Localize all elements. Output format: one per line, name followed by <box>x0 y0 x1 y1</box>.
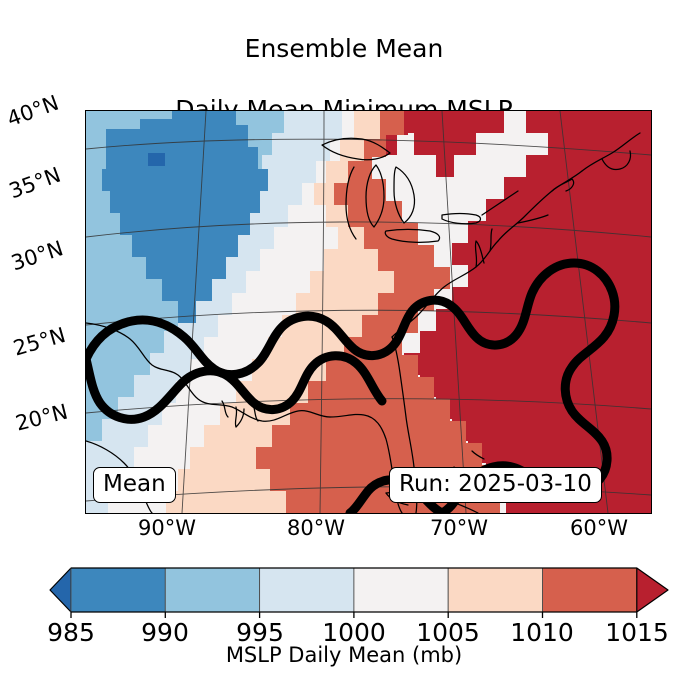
colorbar-band-1010-1015 <box>542 567 638 613</box>
lat-label-20n: 20°N <box>13 399 71 436</box>
colorbar-tick-1015: 1015 <box>605 618 669 647</box>
colorbar-band-990-995 <box>164 567 261 613</box>
title-line-1: Ensemble Mean <box>244 34 444 63</box>
colorbar-band-1005-1010 <box>447 567 543 613</box>
colorbar-tick-1010: 1010 <box>510 618 574 647</box>
colorbar-tick-985: 985 <box>47 618 95 647</box>
colorbar-band-985-990 <box>70 567 166 613</box>
colorbar-tick-1005: 1005 <box>416 618 480 647</box>
colorbar-swatches <box>49 567 669 618</box>
band-1000-1005 <box>108 111 354 513</box>
run-date-box: Run: 2025-03-10 <box>389 467 602 503</box>
colorbar-under-arrow <box>49 567 72 613</box>
colorbar[interactable]: 985 990 995 1000 1005 1010 1015 MSLP Dai… <box>0 560 688 674</box>
contour-line-1013-lobe <box>86 351 387 424</box>
map-contour-plot <box>86 111 651 513</box>
colorbar-over-arrow <box>636 567 669 613</box>
colorbar-tick-990: 990 <box>141 618 189 647</box>
colorbar-tick-1000: 1000 <box>322 618 386 647</box>
map-panel[interactable] <box>85 110 652 514</box>
colorbar-band-995-1000 <box>259 567 355 613</box>
lat-label-25n: 25°N <box>10 322 69 361</box>
lat-label-30n: 30°N <box>8 236 67 276</box>
band-under-985 <box>148 153 165 166</box>
band-over-block-3 <box>438 133 462 155</box>
lon-label-90w: 90°W <box>138 516 196 540</box>
mean-label-box: Mean <box>93 467 176 503</box>
band-985-990 <box>102 111 268 323</box>
colorbar-band-1000-1005 <box>353 567 449 613</box>
lon-label-70w: 70°W <box>430 516 488 540</box>
lon-label-60w: 60°W <box>570 516 628 540</box>
colorbar-tick-995: 995 <box>236 618 284 647</box>
band-1005-1010 <box>166 111 394 513</box>
colorbar-title: MSLP Daily Mean (mb) <box>225 643 463 667</box>
colorbar-ticks <box>70 612 638 618</box>
lon-label-80w: 80°W <box>287 516 345 540</box>
